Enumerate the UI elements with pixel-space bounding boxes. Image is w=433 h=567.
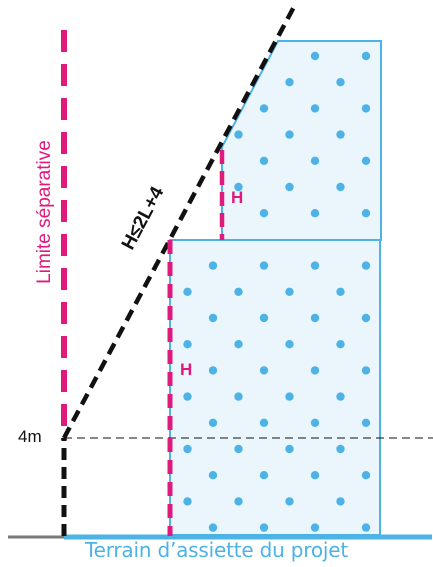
building-dot xyxy=(285,392,294,401)
building-dot xyxy=(310,156,320,165)
building-dot xyxy=(208,313,218,323)
building-dot xyxy=(310,209,320,218)
building-dot xyxy=(234,130,243,139)
building-dot xyxy=(234,182,243,192)
building-dot xyxy=(259,366,269,375)
building-dot xyxy=(285,182,294,192)
building-dot xyxy=(310,471,320,480)
building-dot xyxy=(336,130,345,139)
building-dot xyxy=(285,130,294,139)
building-dot xyxy=(336,340,345,349)
building-dot xyxy=(310,523,320,532)
building-dot xyxy=(361,104,371,113)
building-dot xyxy=(259,313,269,323)
building-dot xyxy=(183,392,192,401)
building-dot xyxy=(361,313,371,323)
building-dot xyxy=(208,366,218,375)
building-dot xyxy=(183,497,192,506)
building-dot xyxy=(285,287,294,296)
building-dot xyxy=(310,261,320,270)
building-dot xyxy=(336,444,345,454)
building-dot xyxy=(208,523,218,532)
building-dot xyxy=(208,261,218,270)
building-dot xyxy=(361,261,371,270)
upper-building-block xyxy=(221,40,382,241)
building-dot xyxy=(285,340,294,349)
building-dot xyxy=(208,418,218,427)
height-marker-lower-label: H xyxy=(180,360,192,379)
building-dot xyxy=(208,471,218,480)
building-dot-pattern xyxy=(183,51,371,532)
building-dot xyxy=(310,313,320,323)
height-rule-label: H≤2L+4 xyxy=(118,183,169,253)
building-dot xyxy=(285,497,294,506)
height-marker-upper-label: H xyxy=(231,188,243,207)
building-dot xyxy=(259,471,269,480)
building-dot xyxy=(234,340,243,349)
building-dot xyxy=(259,418,269,427)
building-dot xyxy=(234,444,243,454)
lower-building-block xyxy=(169,239,381,536)
building-dot xyxy=(361,471,371,480)
building-dot xyxy=(183,287,192,296)
building-dot xyxy=(361,366,371,375)
building-dot xyxy=(336,392,345,401)
building-dot xyxy=(259,209,269,218)
building-dot xyxy=(259,261,269,270)
building-dot xyxy=(336,287,345,296)
building-dot xyxy=(259,523,269,532)
building-dot xyxy=(310,51,320,61)
building-dot xyxy=(310,104,320,113)
building-dot xyxy=(310,366,320,375)
building-dot xyxy=(259,104,269,113)
building-dot xyxy=(336,182,345,192)
building-dot xyxy=(310,418,320,427)
building-dot xyxy=(361,523,371,532)
building-dot xyxy=(285,78,294,87)
building-dot xyxy=(183,340,192,349)
building-dot xyxy=(234,392,243,401)
building-dot xyxy=(285,444,294,454)
building-dot xyxy=(361,418,371,427)
height-rule-line xyxy=(62,1,298,440)
building-dot xyxy=(361,209,371,218)
building-dot xyxy=(361,156,371,165)
building-dot xyxy=(234,287,243,296)
building-dot xyxy=(336,78,345,87)
building-dot xyxy=(234,497,243,506)
building-dot xyxy=(183,444,192,454)
building-dot xyxy=(336,497,345,506)
ground-caption: Terrain d’assiette du projet xyxy=(85,538,348,562)
boundary-label: Limite séparative xyxy=(34,140,55,284)
threshold-label: 4m xyxy=(18,427,42,446)
building-dot xyxy=(259,156,269,165)
building-dot xyxy=(361,51,371,61)
